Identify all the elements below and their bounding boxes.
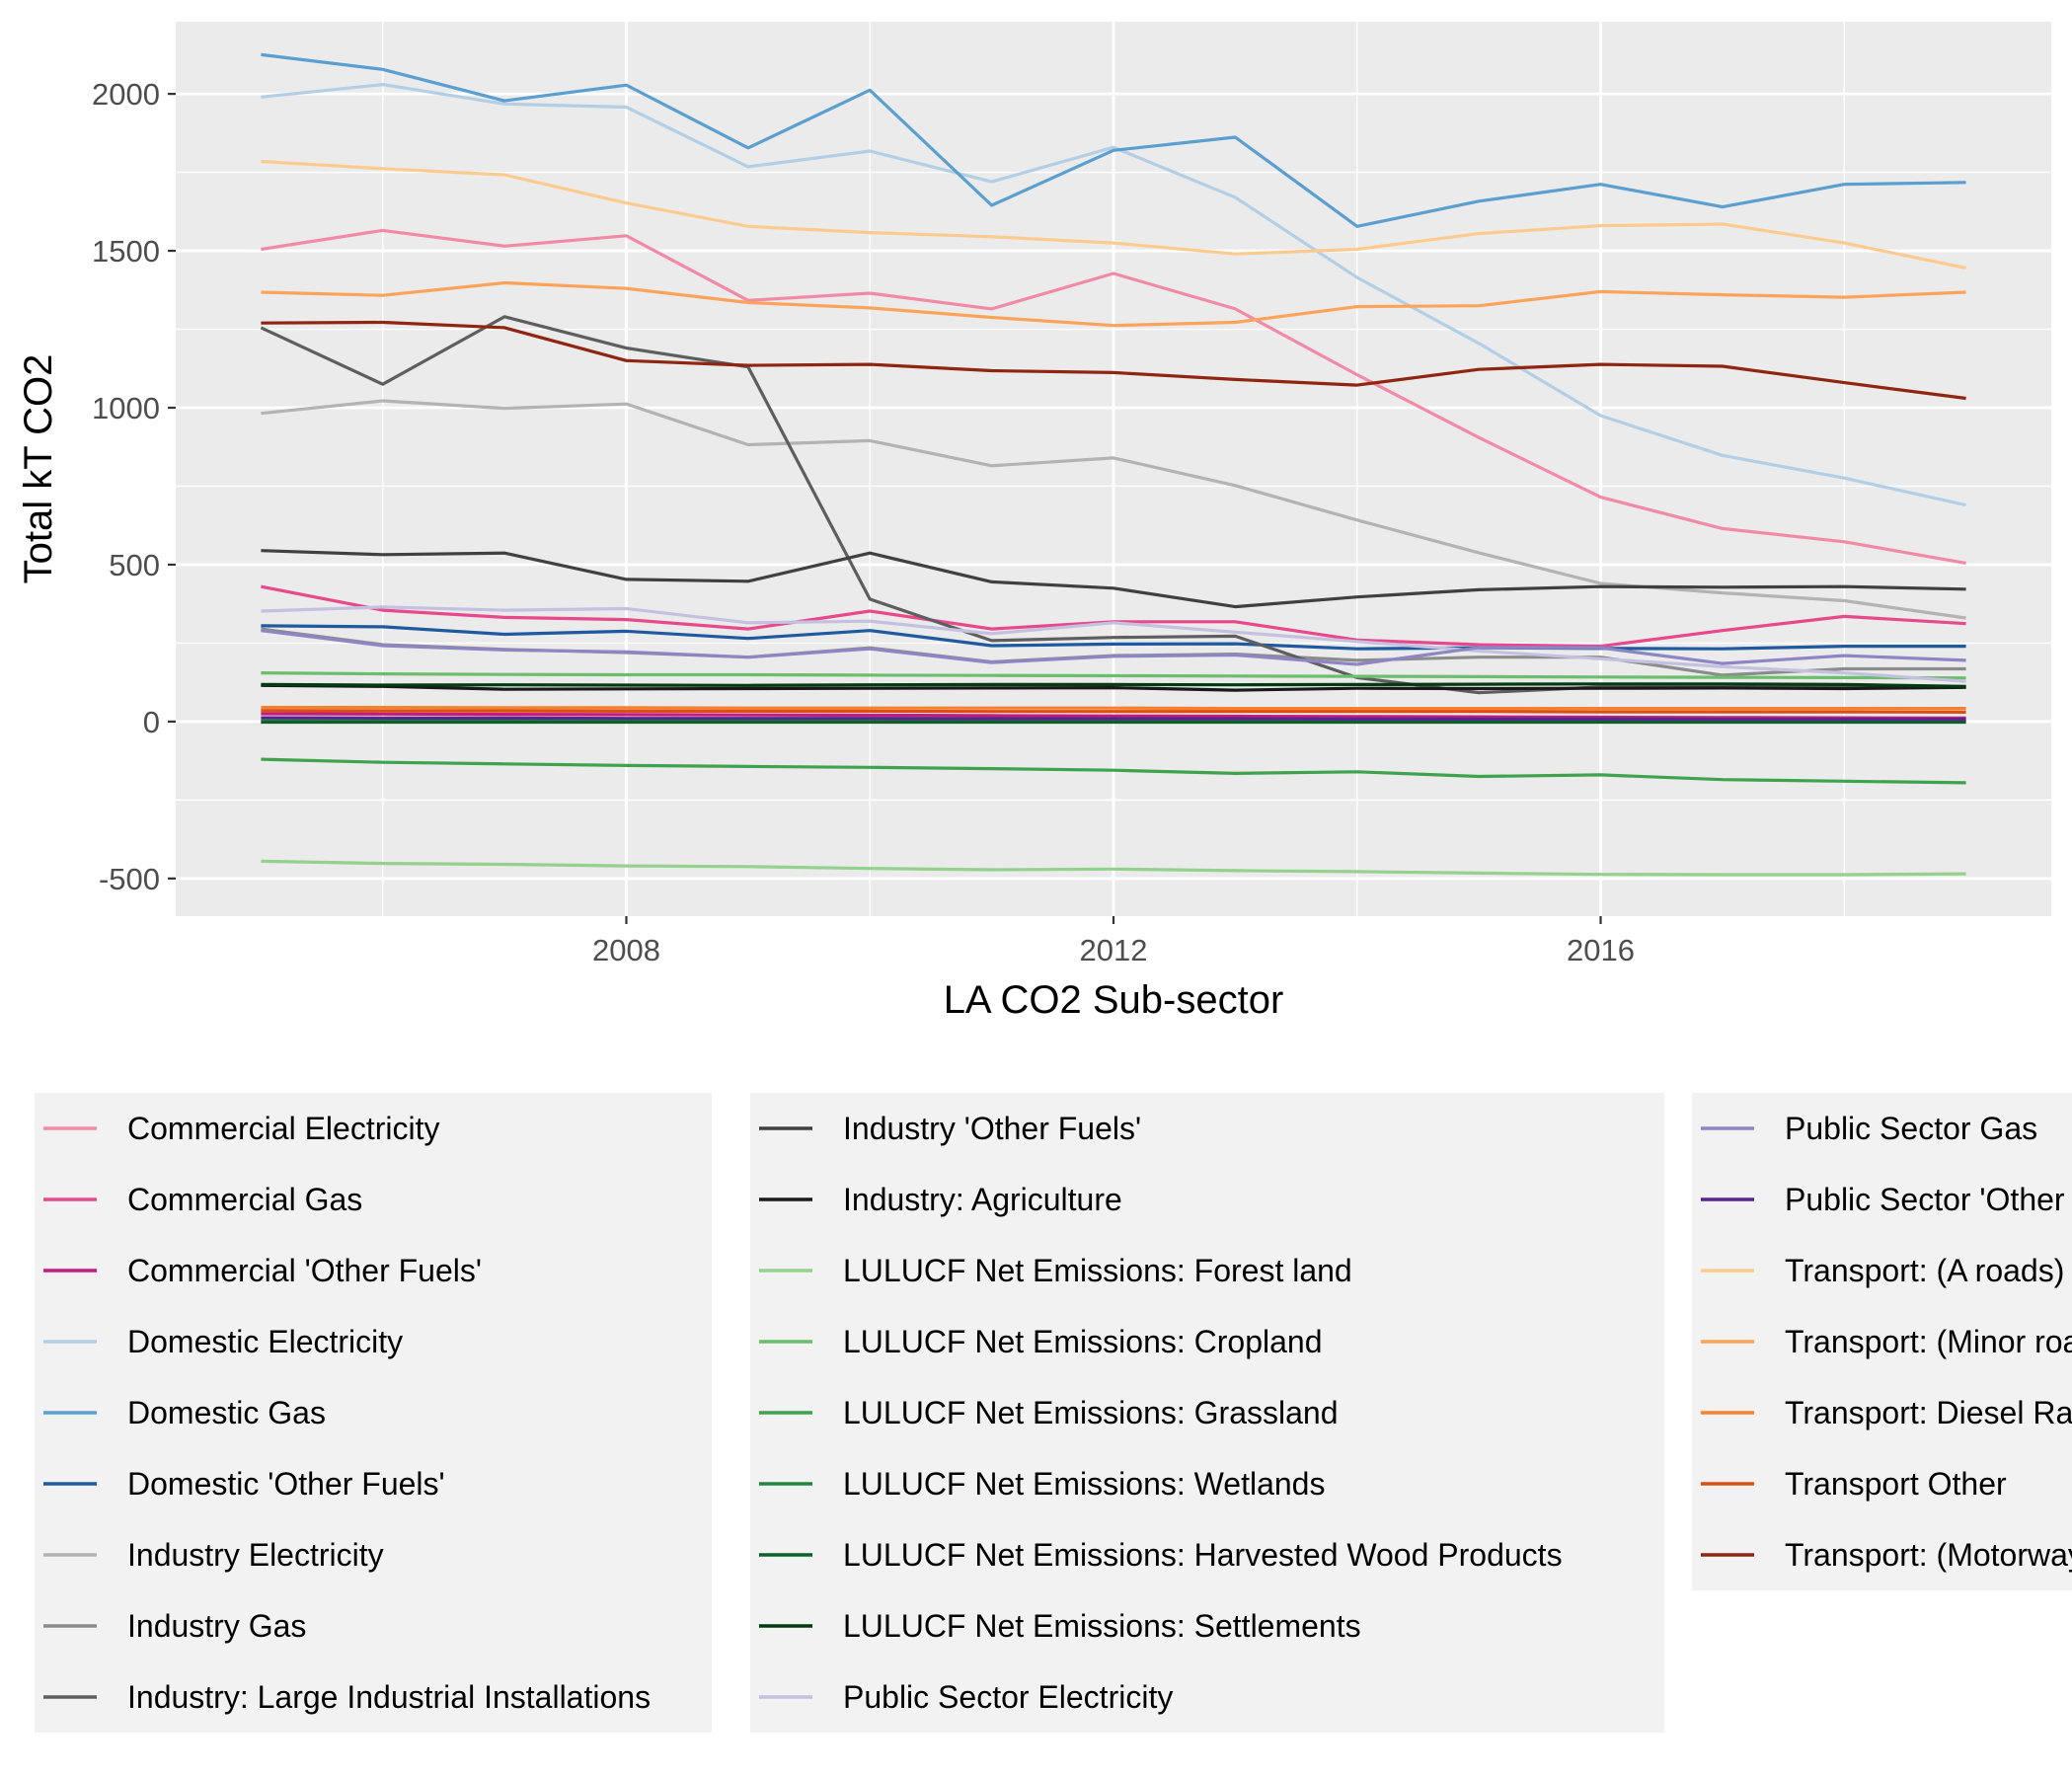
series-line	[261, 399, 1966, 620]
series-line	[261, 682, 1966, 688]
series-line	[261, 605, 1966, 683]
legend-label: Transport: (A roads)	[1785, 1253, 2064, 1288]
series-line	[261, 705, 1966, 711]
series-line	[261, 159, 1966, 270]
x-axis-title: LA CO2 Sub-sector	[944, 978, 1284, 1022]
legend-label: Commercial 'Other Fuels'	[127, 1253, 482, 1288]
y-axis-title: Total kT CO2	[17, 354, 60, 584]
plot-panel	[176, 22, 2051, 916]
legend-label: LULUCF Net Emissions: Settlements	[843, 1608, 1361, 1644]
y-tick-label: 1500	[92, 234, 160, 269]
legend-column-background	[35, 1093, 712, 1733]
legend-label: LULUCF Net Emissions: Cropland	[843, 1324, 1323, 1359]
y-tick-label: 1000	[92, 391, 160, 425]
legend-label: Domestic Gas	[127, 1395, 326, 1430]
legend-label: LULUCF Net Emissions: Forest land	[843, 1253, 1352, 1288]
legend-label: Industry 'Other Fuels'	[843, 1111, 1141, 1146]
x-tick-label: 2008	[592, 933, 660, 967]
legend-label: Industry Electricity	[127, 1537, 384, 1573]
x-tick-label: 2012	[1080, 933, 1148, 967]
legend-label: Industry: Large Industrial Installations	[127, 1679, 651, 1715]
legend-column-background	[1692, 1093, 2072, 1590]
legend-label: Industry Gas	[127, 1608, 306, 1644]
legend-label: Public Sector 'Other Fuels'	[1785, 1182, 2072, 1217]
legend-column-background	[750, 1093, 1664, 1733]
series-line	[261, 320, 1966, 401]
series-line	[261, 716, 1966, 722]
y-tick-label: 2000	[92, 77, 160, 112]
x-tick-label: 2016	[1567, 933, 1635, 967]
series-line	[261, 859, 1966, 877]
series-line	[261, 82, 1966, 507]
series-line	[261, 709, 1966, 715]
series-line	[261, 549, 1966, 609]
series-line	[261, 629, 1966, 666]
legend-label: Transport: (Motorways)	[1785, 1537, 2072, 1573]
legend: Commercial Electricity Commercial Gas Comm…	[35, 1093, 2072, 1733]
x-axis: 2008 2012 2016	[592, 916, 1635, 967]
legend-label: Commercial Electricity	[127, 1111, 439, 1146]
y-tick-label: 0	[143, 705, 160, 739]
series-layer	[260, 52, 1966, 877]
legend-label: LULUCF Net Emissions: Harvested Wood Pro…	[843, 1537, 1563, 1573]
y-tick-label: -500	[99, 862, 160, 896]
legend-label: Public Sector Electricity	[843, 1679, 1173, 1715]
y-axis: -500 0 500 1000 1500 2000	[92, 77, 176, 896]
y-tick-label: 500	[109, 548, 160, 582]
series-line	[261, 52, 1966, 228]
series-line	[261, 228, 1966, 565]
legend-label: Transport Other	[1785, 1466, 2007, 1502]
series-line	[261, 624, 1966, 651]
legend-label: Commercial Gas	[127, 1182, 362, 1217]
legend-label: LULUCF Net Emissions: Grassland	[843, 1395, 1338, 1430]
series-line	[261, 683, 1966, 692]
legend-label: Public Sector Gas	[1785, 1111, 2037, 1146]
series-line	[261, 712, 1966, 721]
legend-label: LULUCF Net Emissions: Wetlands	[843, 1466, 1325, 1502]
legend-label: Transport: Diesel Railways	[1785, 1395, 2072, 1430]
legend-label: Domestic 'Other Fuels'	[127, 1466, 445, 1502]
legend-label: Domestic Electricity	[127, 1324, 403, 1359]
legend-label: Industry: Agriculture	[843, 1182, 1122, 1217]
series-line	[261, 757, 1966, 785]
series-line	[261, 671, 1966, 680]
series-line	[261, 280, 1966, 328]
legend-label: Transport: (Minor roads)	[1785, 1324, 2072, 1359]
